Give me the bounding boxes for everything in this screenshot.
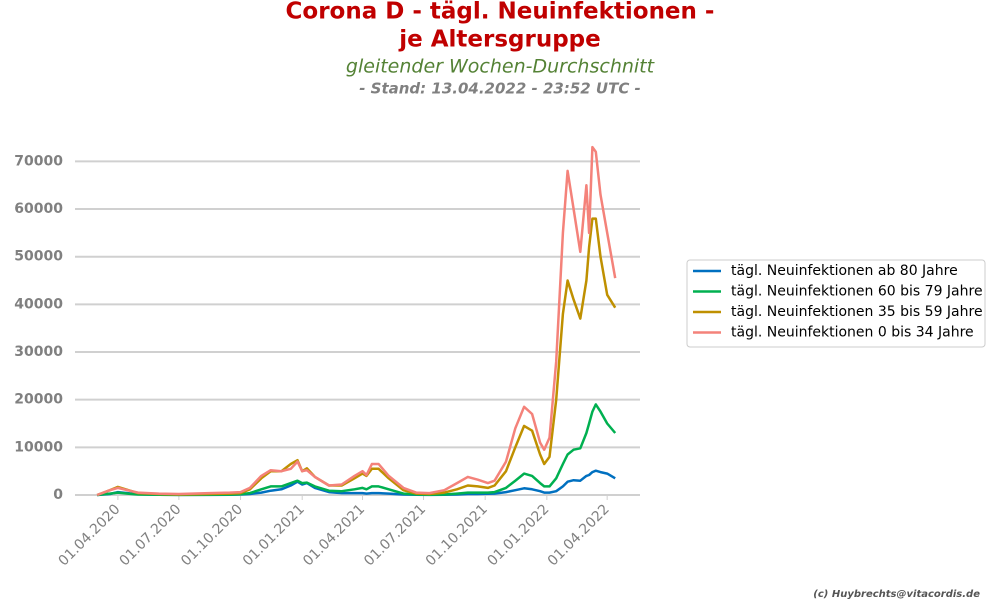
chart-title: je Altersgruppe [398, 27, 601, 53]
y-tick-label: 40000 [14, 296, 63, 312]
x-tick-label: 01.07.2020 [117, 501, 185, 569]
x-tick-label: 01.07.2021 [361, 501, 429, 569]
legend-box [686, 259, 986, 348]
series-line [96, 217, 617, 497]
x-tick-label: 01.01.2022 [484, 501, 552, 569]
chart-title: Corona D - tägl. Neuinfektionen - [286, 0, 715, 25]
x-tick-label: 01.10.2021 [423, 501, 491, 569]
x-tick-label: 01.04.2020 [56, 501, 124, 569]
y-tick-label: 30000 [14, 344, 63, 360]
credit: (c) Huybrechts@vitacordis.de [813, 589, 980, 600]
y-tick-label: 50000 [14, 249, 63, 265]
legend-label: tägl. Neuinfektionen 0 bis 34 Jahre [731, 325, 974, 341]
y-tick-label: 10000 [14, 439, 63, 455]
chart-note: - Stand: 13.04.2022 - 23:52 UTC - [359, 80, 641, 98]
x-tick-label: 01.04.2022 [545, 501, 613, 569]
y-tick-label: 20000 [14, 392, 63, 408]
series-line [96, 145, 617, 497]
legend-label: tägl. Neuinfektionen 60 bis 79 Jahre [731, 284, 983, 300]
x-tick-label: 01.04.2021 [300, 501, 368, 569]
y-tick-label: 60000 [14, 201, 63, 217]
y-tick-label: 0 [53, 487, 63, 503]
x-tick-label: 01.10.2020 [178, 501, 246, 569]
chart-subtitle: gleitender Wochen-Durchschnitt [346, 56, 656, 78]
x-tick-label: 01.01.2021 [240, 501, 308, 569]
legend-label: tägl. Neuinfektionen 35 bis 59 Jahre [731, 304, 983, 320]
y-tick-label: 70000 [14, 153, 63, 169]
legend-label: tägl. Neuinfektionen ab 80 Jahre [731, 263, 958, 279]
